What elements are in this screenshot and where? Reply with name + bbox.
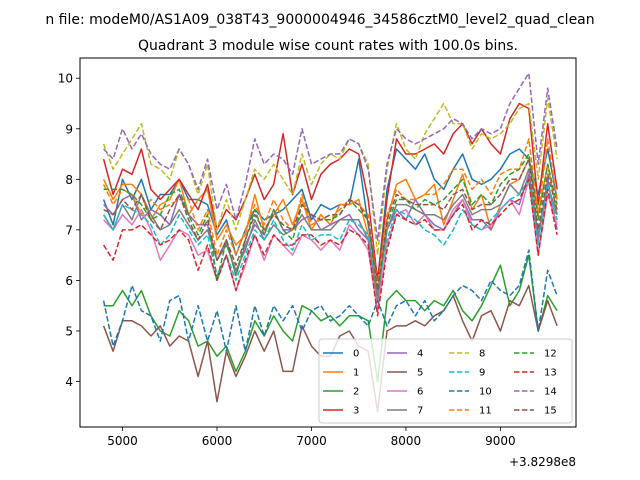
- series-line-15: [103, 158, 558, 292]
- x-axis-offset-label: +3.8298e8: [509, 455, 576, 469]
- chart-title: Quadrant 3 module wise count rates with …: [138, 38, 518, 54]
- x-tick-label: 6000: [202, 434, 233, 448]
- y-tick-label: 4: [65, 375, 73, 389]
- x-tick-label: 7000: [296, 434, 327, 448]
- legend-label-3: 3: [353, 406, 359, 417]
- legend-label-13: 13: [544, 368, 557, 379]
- legend-label-11: 11: [479, 406, 492, 417]
- legend-label-6: 6: [417, 387, 423, 398]
- legend-label-15: 15: [544, 406, 557, 417]
- x-tick-label: 5000: [107, 434, 138, 448]
- series-line-12: [103, 153, 558, 292]
- series-line-10: [102, 249, 558, 352]
- axes-frame: [79, 57, 577, 428]
- legend-label-4: 4: [417, 349, 423, 360]
- series-line-0: [102, 148, 558, 282]
- series-line-13: [102, 178, 558, 317]
- y-tick-label: 10: [58, 72, 73, 86]
- figure-suptitle: n file: modeM0/AS1A09_038T43_9000004946_…: [45, 12, 594, 28]
- y-tick-label: 8: [65, 173, 73, 187]
- x-tick-label: 8000: [391, 434, 422, 448]
- legend-label-9: 9: [479, 368, 485, 379]
- legend-label-5: 5: [417, 368, 423, 379]
- series-line-7: [102, 168, 558, 302]
- series-line-9: [102, 178, 558, 292]
- series-line-14: [103, 72, 558, 241]
- y-tick-label: 5: [65, 324, 73, 338]
- y-tick-label: 9: [65, 122, 73, 136]
- x-tick-label: 9000: [485, 434, 516, 448]
- legend-label-7: 7: [417, 406, 423, 417]
- y-tick-label: 7: [65, 223, 73, 237]
- legend-label-2: 2: [353, 387, 359, 398]
- legend-label-14: 14: [544, 387, 557, 398]
- legend-label-12: 12: [544, 349, 557, 360]
- legend-label-8: 8: [479, 349, 485, 360]
- series-line-11: [102, 138, 558, 287]
- legend-box: [318, 338, 573, 424]
- series-line-2: [103, 254, 558, 383]
- legend-label-10: 10: [479, 387, 492, 398]
- legend-label-0: 0: [353, 349, 359, 360]
- legend-label-1: 1: [353, 368, 359, 379]
- y-tick-label: 6: [65, 274, 73, 288]
